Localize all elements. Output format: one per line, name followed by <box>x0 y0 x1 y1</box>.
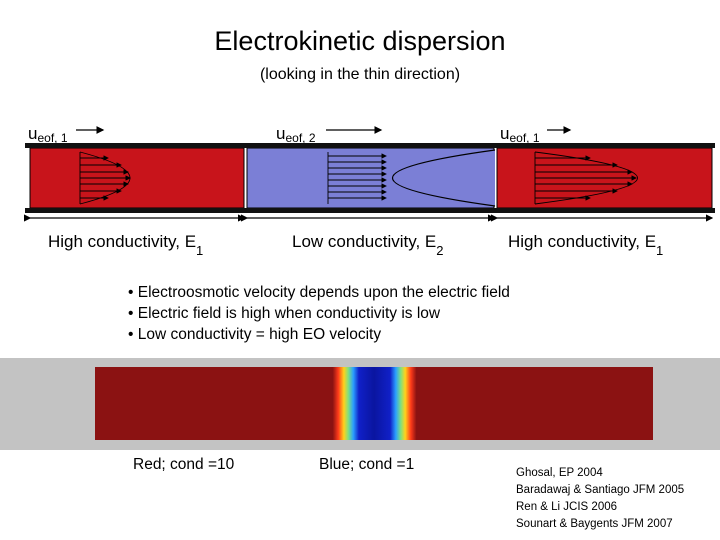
velocity-label-middle: ueof, 2 <box>276 124 316 145</box>
legend-blue: Blue; cond =1 <box>319 456 415 473</box>
velocity-label-right: ueof, 1 <box>500 124 540 145</box>
bullet-list: • Electroosmotic velocity depends upon t… <box>128 282 510 345</box>
reference-item: Baradawaj & Santiago JFM 2005 <box>516 484 685 496</box>
concentration-field-image <box>95 367 653 440</box>
velocity-profile-middle <box>327 149 496 207</box>
reference-item: Sounart & Baygents JFM 2007 <box>516 518 673 530</box>
velocity-profile-right <box>534 151 638 205</box>
bullet-item: • Low conductivity = high EO velocity <box>128 326 382 343</box>
bullet-item: • Electroosmotic velocity depends upon t… <box>128 284 510 301</box>
legend-red: Red; cond =10 <box>133 456 235 473</box>
conductivity-label-right: High conductivity, E1 <box>508 232 664 258</box>
slide-subtitle: (looking in the thin direction) <box>259 66 461 83</box>
velocity-label-left: ueof, 1 <box>28 124 68 145</box>
high-conductivity-region-left <box>29 147 245 209</box>
channel-diagram <box>24 126 715 222</box>
velocity-profile-left <box>79 151 131 205</box>
conductivity-label-middle: Low conductivity, E2 <box>292 232 444 258</box>
channel-wall-top <box>25 143 715 148</box>
channel-wall-bottom <box>25 208 715 213</box>
references: Ghosal, EP 2004 Baradawaj & Santiago JFM… <box>516 465 684 533</box>
reference-item: Ren & Li JCIS 2006 <box>516 501 618 513</box>
bullet-item: • Electric field is high when conductivi… <box>128 305 441 322</box>
slide-title: Electrokinetic dispersion <box>214 26 506 56</box>
conductivity-label-left: High conductivity, E1 <box>48 232 204 258</box>
reference-item: Ghosal, EP 2004 <box>516 467 603 479</box>
